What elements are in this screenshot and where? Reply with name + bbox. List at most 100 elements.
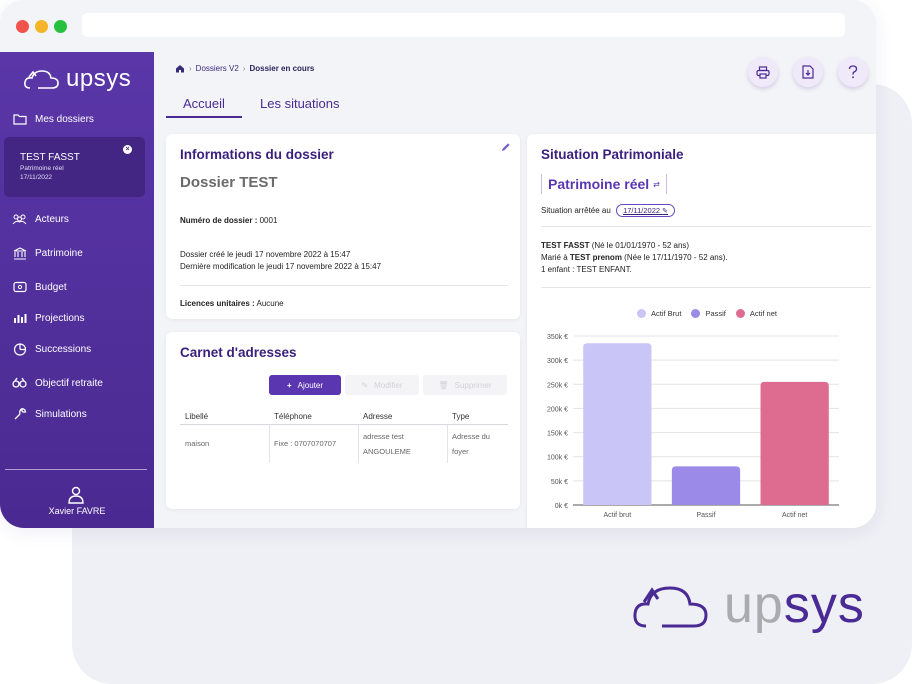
user-name[interactable]: Xavier FAVRE	[48, 506, 106, 516]
column-header-telephone[interactable]: Téléphone	[274, 412, 312, 421]
watermark-sys: sys	[783, 576, 865, 634]
info-dossier-card: Informations du dossier Dossier TEST Num…	[166, 134, 520, 319]
bar-passif[interactable]	[671, 466, 741, 505]
maximize-window-button[interactable]	[54, 20, 67, 33]
sidebar-item-objectif-retraite[interactable]: Objectif retraite	[12, 374, 103, 392]
sidebar-item-projections[interactable]: Projections	[12, 309, 84, 327]
cell-type-line1: Adresse du	[452, 432, 490, 441]
home-icon[interactable]	[175, 64, 185, 73]
printer-icon	[756, 65, 770, 79]
watermark-text: upsys	[724, 575, 865, 635]
sidebar-item-label: Acteurs	[35, 213, 69, 225]
address-bar[interactable]	[82, 13, 845, 37]
x-tick-label: Actif brut	[604, 512, 632, 519]
legend-dot-passif	[691, 309, 701, 318]
download-button[interactable]	[793, 57, 823, 87]
sidebar-item-label: Successions	[35, 343, 92, 355]
edit-label: Modifier	[374, 380, 403, 390]
legend-dot-actif-brut	[637, 309, 646, 318]
delete-address-button[interactable]: 🗑 Supprimer	[423, 375, 507, 395]
sidebar-item-patrimoine[interactable]: Patrimoine	[12, 244, 83, 262]
sidebar-item-label: Simulations	[35, 408, 87, 420]
cell-adresse-line2: ANGOULEME	[363, 447, 411, 456]
active-tab-indicator	[166, 116, 242, 118]
trash-icon: 🗑	[438, 380, 449, 390]
y-tick-label: 300k €	[547, 358, 568, 365]
close-window-button[interactable]	[16, 20, 29, 33]
pencil-icon[interactable]	[501, 142, 511, 152]
spouse-prefix: Marié à	[541, 253, 568, 262]
column-header-type[interactable]: Type	[452, 412, 470, 421]
close-dossier-icon[interactable]: ×	[123, 145, 132, 154]
person-detail: (Né le 01/01/1970 - 52 ans)	[591, 241, 690, 250]
dossier-title: Dossier TEST	[180, 174, 278, 191]
legend-label-passif: Passif	[705, 309, 726, 318]
edit-date-icon: ✎	[662, 208, 669, 215]
minimize-window-button[interactable]	[35, 20, 48, 33]
plus-icon: +	[286, 380, 292, 390]
cloud-logo-icon	[633, 586, 708, 628]
wrench-icon	[12, 407, 27, 421]
carnet-adresses-card: Carnet d'adresses + Ajouter ✎ Modifier 🗑…	[166, 332, 520, 509]
watermark-up: up	[724, 576, 784, 634]
sidebar-item-label: Budget	[35, 281, 67, 293]
situation-card-title: Situation Patrimoniale	[541, 147, 684, 162]
tab-accueil[interactable]: Accueil	[183, 96, 225, 111]
help-button[interactable]	[838, 57, 868, 87]
patrimoine-selector[interactable]: Patrimoine réel ⇄	[541, 174, 667, 194]
carnet-card-title: Carnet d'adresses	[180, 345, 297, 360]
sidebar-item-budget[interactable]: Budget	[12, 278, 67, 296]
tab-les-situations[interactable]: Les situations	[260, 96, 340, 111]
bar-chart-icon	[12, 311, 27, 325]
column-header-adresse[interactable]: Adresse	[363, 412, 393, 421]
numero-label: Numéro de dossier :	[180, 216, 258, 225]
chart-legend: Actif Brut Passif Actif net	[637, 309, 777, 318]
app-window: upsys Mes dossiers TEST FASST Patrimoine…	[0, 0, 876, 528]
people-icon	[12, 212, 27, 226]
legend-dot-actif-net	[735, 309, 745, 318]
spouse-name: TEST prenom	[569, 253, 622, 262]
cell-adresse-line1: adresse test	[363, 432, 404, 441]
breadcrumb-parent[interactable]: Dossiers V2	[195, 64, 239, 73]
x-tick-label: Actif net	[782, 512, 807, 519]
bar-actif-brut[interactable]	[583, 343, 652, 505]
licences: Licences unitaires : Aucune	[180, 299, 284, 308]
current-dossier-card[interactable]: TEST FASST Patrimoine réel 17/11/2022 ×	[4, 137, 145, 197]
y-tick-label: 50k €	[551, 479, 568, 486]
person-line: TEST FASST (Né le 01/01/1970 - 52 ans)	[541, 241, 689, 250]
spouse-detail: (Née le 17/11/1970 - 52 ans).	[624, 253, 728, 262]
sidebar-item-mes-dossiers[interactable]: Mes dossiers	[12, 110, 94, 128]
y-tick-label: 150k €	[547, 431, 568, 438]
breadcrumb: › Dossiers V2 › Dossier en cours	[175, 64, 314, 73]
dossier-name: TEST FASST	[20, 152, 80, 163]
sidebar-item-label: Patrimoine	[35, 247, 83, 259]
sidebar-item-label: Objectif retraite	[35, 377, 103, 389]
y-tick-label: 250k €	[547, 382, 568, 389]
numero-dossier: Numéro de dossier : 0001	[180, 216, 277, 225]
app-logo[interactable]: upsys	[24, 64, 131, 94]
patrimoine-bar-chart: 0k € 50k € 100k € 150k € 200k € 250k € 300k € 3…	[547, 334, 839, 519]
app-name: upsys	[66, 65, 132, 92]
arrete-date-pill[interactable]: 17/11/2022 ✎	[616, 204, 676, 217]
arrete-label: Situation arrêtée au	[541, 206, 611, 215]
table-header-divider	[180, 424, 508, 425]
add-address-button[interactable]: + Ajouter	[269, 375, 341, 395]
divider	[180, 285, 508, 286]
bar-actif-net[interactable]	[760, 381, 829, 505]
edit-address-button[interactable]: ✎ Modifier	[345, 375, 419, 395]
divider	[541, 287, 871, 288]
print-button[interactable]	[748, 57, 778, 87]
cell-telephone: Fixe : 0707070707	[274, 439, 337, 448]
user-icon[interactable]	[67, 486, 85, 504]
swap-icon: ⇄	[653, 179, 660, 189]
sidebar-item-acteurs[interactable]: Acteurs	[12, 210, 69, 228]
column-header-libelle[interactable]: Libellé	[185, 412, 209, 421]
cell-libelle: maison	[185, 439, 210, 448]
situation-patrimoniale-card: Situation Patrimoniale Patrimoine réel ⇄…	[527, 134, 876, 528]
sidebar-item-simulations[interactable]: Simulations	[12, 405, 87, 423]
sidebar-item-successions[interactable]: Successions	[12, 340, 91, 358]
browser-titlebar	[0, 0, 876, 52]
patrimoine-label: Patrimoine réel	[548, 176, 650, 192]
sidebar: upsys Mes dossiers TEST FASST Patrimoine…	[0, 52, 154, 528]
y-tick-label: 100k €	[547, 455, 568, 462]
